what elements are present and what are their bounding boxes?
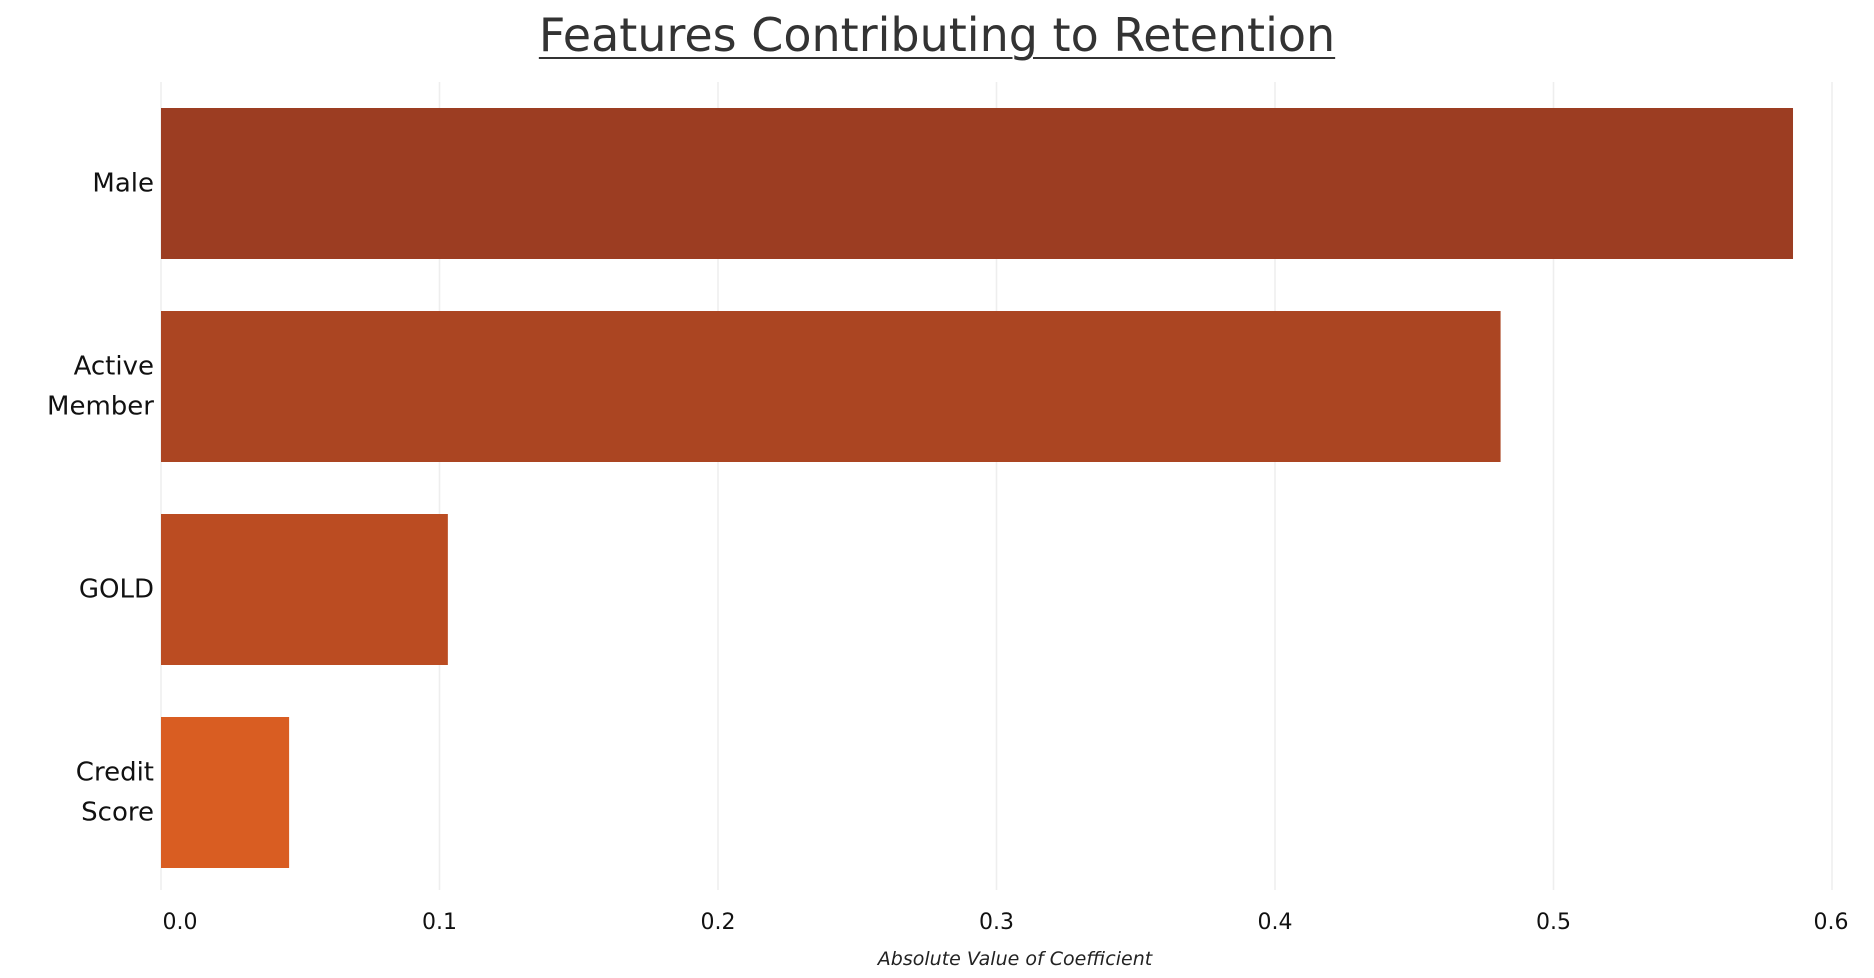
bar bbox=[161, 717, 290, 868]
x-tick-label: 0.4 bbox=[1258, 910, 1293, 935]
category-label: GOLD bbox=[79, 575, 154, 605]
category-label: Credit Score bbox=[76, 758, 154, 828]
bar bbox=[161, 514, 448, 665]
x-tick-label: 0.3 bbox=[979, 910, 1014, 935]
category-label: Active Member bbox=[47, 352, 154, 422]
bar bbox=[161, 108, 1794, 259]
chart-title: Features Contributing to Retention bbox=[538, 8, 1336, 62]
bar bbox=[161, 311, 1501, 462]
x-tick-label: 0.1 bbox=[422, 910, 457, 935]
category-label: Male bbox=[92, 169, 154, 199]
x-tick-label: 0.5 bbox=[1536, 910, 1571, 935]
x-tick-label: 0.6 bbox=[1814, 910, 1849, 935]
x-tick-label: 0.0 bbox=[163, 910, 198, 935]
x-tick-label: 0.2 bbox=[701, 910, 736, 935]
x-axis-title: Absolute Value of Coefficient bbox=[876, 948, 1154, 970]
